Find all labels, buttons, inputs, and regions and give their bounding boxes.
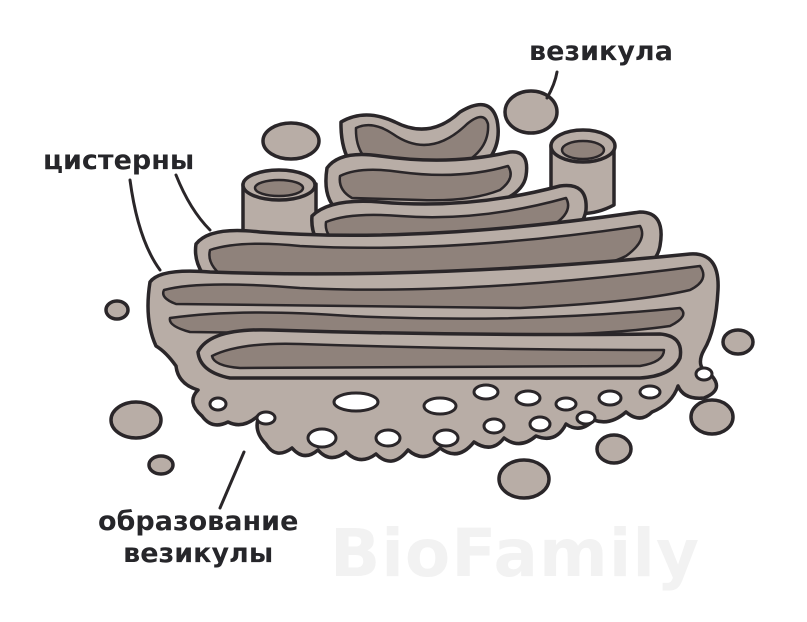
label-vesicle-formation-line1: образование: [98, 506, 299, 537]
leader-cisterns-1: [128, 178, 162, 272]
vesicle-left-bottom: [147, 454, 175, 476]
label-vesicle-formation-line2: везикулы: [123, 538, 274, 569]
watermark: BioFamily: [330, 515, 701, 592]
vesicle-top-left: [261, 121, 321, 161]
vesicle-right-lower: [689, 398, 735, 436]
leader-vesicle: [545, 70, 559, 100]
leader-cisterns-2: [174, 173, 212, 232]
vesicle-left: [109, 400, 163, 440]
vesicle-bottom-right: [595, 433, 633, 465]
vesicle-left-small: [104, 299, 130, 321]
label-cisterns: цистерны: [43, 145, 195, 176]
label-vesicle: везикула: [529, 36, 673, 67]
label-vesicle-formation: образование везикулы: [98, 506, 298, 570]
vesicle-right: [721, 328, 755, 356]
vesicle-top: [503, 89, 559, 135]
leader-formation: [218, 450, 246, 510]
vesicle-bottom: [497, 458, 551, 500]
